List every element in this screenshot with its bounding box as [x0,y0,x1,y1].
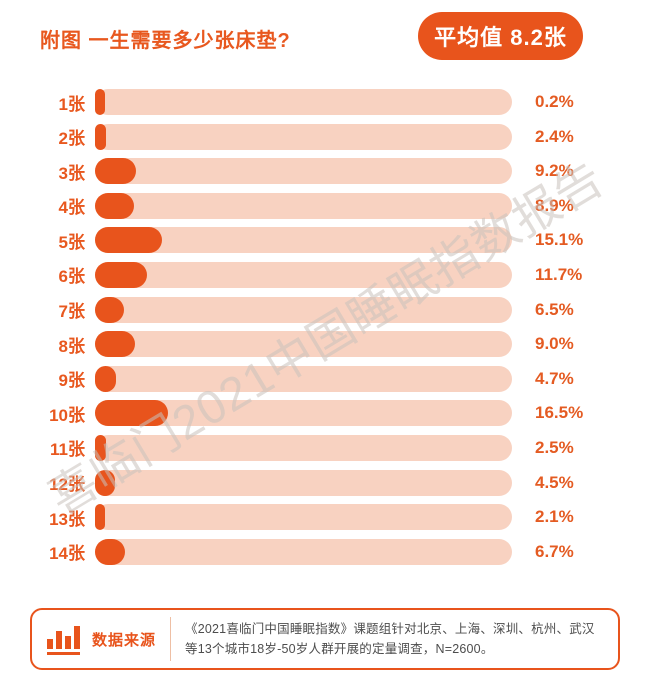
value-label: 8.9% [535,195,574,215]
bar-fill [95,89,105,115]
bar-track [95,331,512,358]
bar-fill [95,400,168,427]
value-label: 6.7% [535,541,574,561]
bar-fill [95,123,106,150]
chart-row: 10张 16.5% [30,400,584,427]
value-label: 0.2% [535,92,574,111]
chart-row: 9张 4.7% [30,365,583,392]
bar-fill [95,192,134,219]
chart-row: 11张 2.5% [30,434,583,461]
category-label: 8张 [58,336,85,356]
data-source-label: 数据来源 [92,631,157,649]
bar-track [95,434,512,461]
bar-fill [95,158,136,185]
bar-track [95,192,512,219]
category-label: 11张 [50,440,85,460]
bar-fill [95,434,106,461]
value-label: 2.1% [535,507,574,527]
bar-track [95,365,512,392]
category-label: 14张 [49,544,85,564]
bar-track [95,227,512,254]
category-label: 7张 [58,302,85,322]
chart-row: 13张 2.1% [30,504,583,531]
value-label: 16.5% [535,403,584,423]
category-label: 13张 [49,509,85,529]
category-label: 9张 [58,371,85,391]
chart-row: 3张 9.2% [30,158,583,185]
value-label: 9.0% [535,334,574,354]
bar-fill [95,331,135,358]
value-label: 9.2% [535,161,574,181]
bar-fill [95,365,116,392]
value-label: 2.5% [535,437,574,457]
data-source-text: 《2021喜临门中国睡眠指数》课题组针对北京、上海、深圳、杭州、武汉等13个城市… [185,622,595,656]
footer-divider [170,617,172,661]
chart-row: 2张 2.4% [30,123,583,150]
category-label: 5张 [58,232,85,252]
value-label: 4.7% [535,368,574,388]
category-label: 6张 [58,267,85,287]
value-label: 4.5% [535,472,574,492]
bar-track [95,469,512,496]
average-badge: 平均值 8.2张 [418,12,583,60]
bar-fill [95,227,162,254]
chart-row: 8张 9.0% [30,331,583,358]
chart-row: 1张 0.2% [30,89,583,115]
bar-fill [95,296,124,323]
bar-track [95,123,512,150]
bar-fill [95,504,105,531]
bar-fill [95,538,125,565]
chart-row: 14张 6.7% [30,538,583,565]
value-label: 11.7% [535,264,583,284]
chart-row: 6张 11.7% [30,261,583,288]
bar-track [95,504,512,531]
chart-row: 7张 6.5% [30,296,583,323]
bar-track [95,538,512,565]
category-label: 10张 [49,405,85,425]
average-badge-label: 平均值 8.2张 [434,25,567,50]
chart-row: 5张 15.1% [30,227,584,254]
bar-track [95,89,512,115]
data-source-footer: 数据来源 《2021喜临门中国睡眠指数》课题组针对北京、上海、深圳、杭州、武汉等… [30,608,620,670]
bar-chart-icon [47,626,80,655]
category-label: 1张 [58,94,85,114]
bar-track [95,261,512,288]
value-label: 2.4% [535,126,574,146]
bar-track [95,158,512,185]
chart-row: 12张 4.5% [30,469,583,496]
chart-row: 4张 8.9% [30,192,583,219]
mattress-count-bar-chart: 1张 0.2% 2张 2.4% 3张 9.2% 4张 8.9% 5张 15.1% 6张 11.7% 7张… [30,89,583,565]
value-label: 6.5% [535,299,574,319]
bar-track [95,296,512,323]
bar-track [95,400,512,427]
bar-fill [95,469,115,496]
value-label: 15.1% [535,230,584,250]
category-label: 2张 [58,129,85,149]
page-title: 附图 一生需要多少张床垫? [40,30,291,52]
category-label: 4张 [58,198,85,218]
category-label: 12张 [49,475,85,495]
bar-fill [95,261,147,288]
category-label: 3张 [58,163,85,183]
